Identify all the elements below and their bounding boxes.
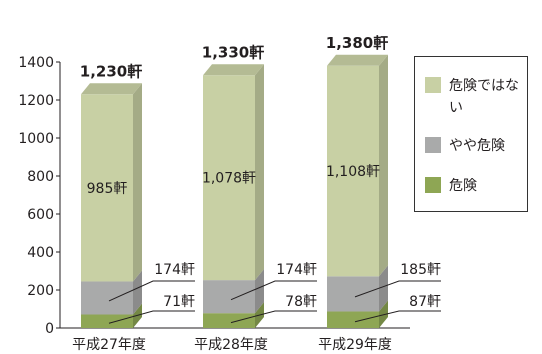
x-category-label: 平成28年度 [194,337,268,353]
y-tick-label: 1200 [18,93,54,109]
segment-data-label: 185軒 [400,262,441,278]
bar-group [203,64,264,328]
legend-item-not-dangerous: 危険ではない [425,75,519,119]
callout-leader-line [108,310,195,324]
bar-segment [327,65,379,277]
legend-item-dangerous: 危険 [425,175,519,197]
x-category-label: 平成27年度 [72,337,146,353]
legend-label-dangerous: 危険 [449,178,477,194]
callout-leader-line [230,310,317,324]
legend: 危険ではない やや危険 危険 [414,56,528,212]
segment-data-label: 1,078軒 [202,171,256,187]
bar-top-face [203,64,264,76]
segment-data-label: 1,108軒 [326,164,380,180]
bar-segment [81,314,133,328]
callout-leader-line [230,280,317,301]
bar-segment [81,281,133,315]
legend-swatch-not-dangerous [425,77,441,93]
bar-group [81,83,142,328]
legend-label-not-dangerous: 危険ではない [449,78,519,116]
y-tick-label: 0 [45,321,54,337]
bar-segment [203,280,255,314]
legend-swatch-dangerous [425,177,441,193]
bar-segment [327,311,379,328]
segment-data-label: 174軒 [276,262,317,278]
segment-data-label: 174軒 [154,262,195,278]
bar-segment-side [379,300,388,328]
x-category-label: 平成29年度 [318,337,392,353]
y-tick-label: 800 [27,169,54,185]
segment-data-label: 71軒 [163,294,195,310]
segment-data-label: 87軒 [409,294,441,310]
callout-leader-line [108,280,195,302]
bar-segment-side [133,83,142,282]
y-tick-label: 400 [27,245,54,261]
bar-segment-side [255,64,264,281]
legend-label-somewhat-dangerous: やや危険 [449,138,505,154]
total-label: 1,330軒 [202,43,264,61]
bar-segment [81,94,133,282]
bar-segment-side [379,54,388,277]
total-label: 1,380軒 [326,34,388,52]
y-tick-label: 1400 [18,55,54,71]
y-tick-label: 200 [27,283,54,299]
legend-item-somewhat-dangerous: やや危険 [425,135,519,157]
total-label: 1,230軒 [80,62,142,80]
bar-segment [203,75,255,281]
bar-segment-side [133,270,142,315]
y-tick-label: 1000 [18,131,54,147]
callout-leader-line [354,310,441,323]
bar-segment-side [379,265,388,312]
legend-swatch-somewhat-dangerous [425,137,441,153]
bar-top-face [81,83,142,95]
segment-data-label: 985軒 [87,181,128,197]
y-tick-label: 600 [27,207,54,223]
bar-segment-side [255,269,264,314]
bar-top-face [327,54,388,66]
callout-leader-line [354,280,441,298]
bar-segment [327,276,379,312]
bar-segment [203,313,255,328]
segment-data-label: 78軒 [285,294,317,310]
bar-group [327,54,388,328]
